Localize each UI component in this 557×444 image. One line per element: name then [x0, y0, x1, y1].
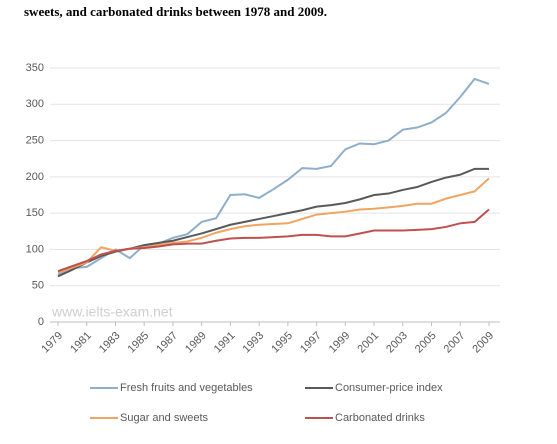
y-tick-label: 150 [26, 207, 44, 219]
x-tick-label: 1997 [298, 330, 324, 356]
y-tick-label: 100 [26, 243, 44, 255]
series-line [57, 77, 490, 276]
series-line [57, 177, 490, 274]
x-tick-label: 1983 [97, 330, 123, 356]
x-tick-label: 1991 [212, 330, 238, 356]
x-tick-label: 1993 [241, 330, 267, 356]
y-tick-label: 350 [26, 62, 44, 74]
legend-label: Carbonated drinks [335, 412, 425, 424]
x-tick-label: 1995 [269, 330, 295, 356]
watermark: www.ielts-exam.net [51, 304, 173, 320]
x-tick-label: 2007 [442, 330, 468, 356]
x-tick-label: 1985 [126, 330, 152, 356]
y-tick-label: 0 [38, 316, 44, 328]
series-line [57, 167, 489, 278]
x-tick-label: 1989 [183, 330, 209, 356]
x-tick-label: 1987 [154, 330, 180, 356]
y-tick-label: 250 [26, 134, 44, 146]
legend-label: Sugar and sweets [120, 412, 209, 424]
x-tick-label: 1981 [68, 330, 94, 356]
x-tick-label: 2003 [384, 330, 410, 356]
legend-label: Fresh fruits and vegetables [120, 382, 253, 394]
x-tick-label: 1999 [327, 330, 353, 356]
x-tick-label: 1979 [39, 330, 65, 356]
chart-title: sweets, and carbonated drinks between 19… [24, 4, 327, 19]
y-tick-label: 50 [32, 280, 44, 292]
x-tick-label: 2001 [355, 330, 381, 356]
y-tick-label: 200 [26, 171, 44, 183]
x-tick-label: 2005 [413, 330, 439, 356]
y-tick-label: 300 [26, 98, 44, 110]
legend-label: Consumer-price index [335, 382, 443, 394]
x-tick-label: 2009 [470, 330, 496, 356]
series-line [57, 208, 490, 273]
